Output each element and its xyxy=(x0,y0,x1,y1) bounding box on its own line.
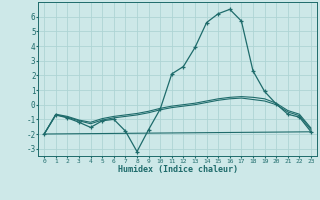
X-axis label: Humidex (Indice chaleur): Humidex (Indice chaleur) xyxy=(118,165,238,174)
